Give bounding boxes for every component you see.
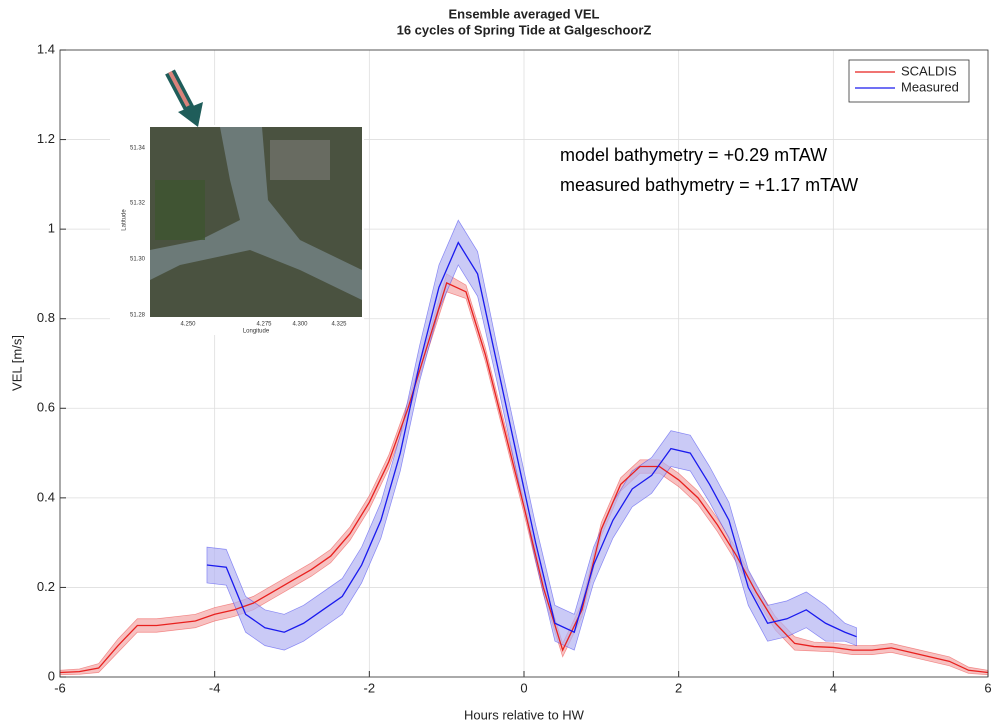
- inset-y-tick: 51.30: [130, 257, 146, 263]
- inset-x-tick: 4.275: [256, 322, 272, 328]
- annotation: measured bathymetry = +1.17 mTAW: [560, 175, 858, 195]
- x-tick-label: -4: [209, 680, 221, 695]
- inset-x-label: Longitude: [243, 329, 270, 335]
- chart-subtitle: 16 cycles of Spring Tide at GalgeschoorZ: [397, 22, 652, 37]
- legend-label: SCALDIS: [901, 63, 957, 78]
- inset-x-tick: 4.250: [180, 322, 196, 328]
- inset-y-tick: 51.34: [130, 146, 146, 152]
- x-tick-label: 6: [984, 680, 991, 695]
- line: [206, 241, 857, 638]
- x-tick-label: -2: [364, 680, 376, 695]
- legend-label: Measured: [901, 79, 959, 94]
- y-tick-label: 0.2: [37, 579, 55, 594]
- inset-map: 51.34 51.32 51.30 51.28 4.250 4.275 4.30…: [110, 125, 364, 335]
- y-tick-label: 0.6: [37, 400, 55, 415]
- y-tick-label: 0: [48, 668, 55, 683]
- axes-box: [59, 49, 989, 678]
- y-tick-label: 0.8: [37, 310, 55, 325]
- inset-y-tick: 51.28: [130, 313, 146, 319]
- inset-y-tick: 51.32: [130, 201, 146, 207]
- arrow: [165, 69, 203, 127]
- y-axis-label: VEL [m/s]: [9, 335, 24, 391]
- inset-x-tick: 4.325: [331, 322, 347, 328]
- x-tick-label: -6: [54, 680, 66, 695]
- legend-box: [848, 59, 970, 103]
- line: [59, 281, 989, 674]
- arrow-head: [178, 102, 203, 127]
- inset-fields: [155, 180, 205, 240]
- chart-title: Ensemble averaged VEL: [448, 6, 599, 21]
- y-tick-label: 1.4: [37, 41, 55, 56]
- arrow-stripe: [168, 71, 190, 107]
- confidence-band: [206, 219, 857, 651]
- x-axis-label: Hours relative to HW: [464, 707, 585, 722]
- x-tick-label: 2: [675, 680, 682, 695]
- inset-x-tick: 4.300: [292, 322, 308, 328]
- x-tick-label: 4: [830, 680, 837, 695]
- inset-river: [150, 127, 362, 300]
- x-tick-label: 0: [520, 680, 527, 695]
- y-tick-label: 1.2: [37, 131, 55, 146]
- y-tick-label: 0.4: [37, 489, 55, 504]
- inset-port: [270, 140, 330, 180]
- y-tick-label: 1: [48, 221, 55, 236]
- annotation: model bathymetry = +0.29 mTAW: [560, 145, 827, 165]
- inset-y-label: Latitude: [122, 209, 128, 231]
